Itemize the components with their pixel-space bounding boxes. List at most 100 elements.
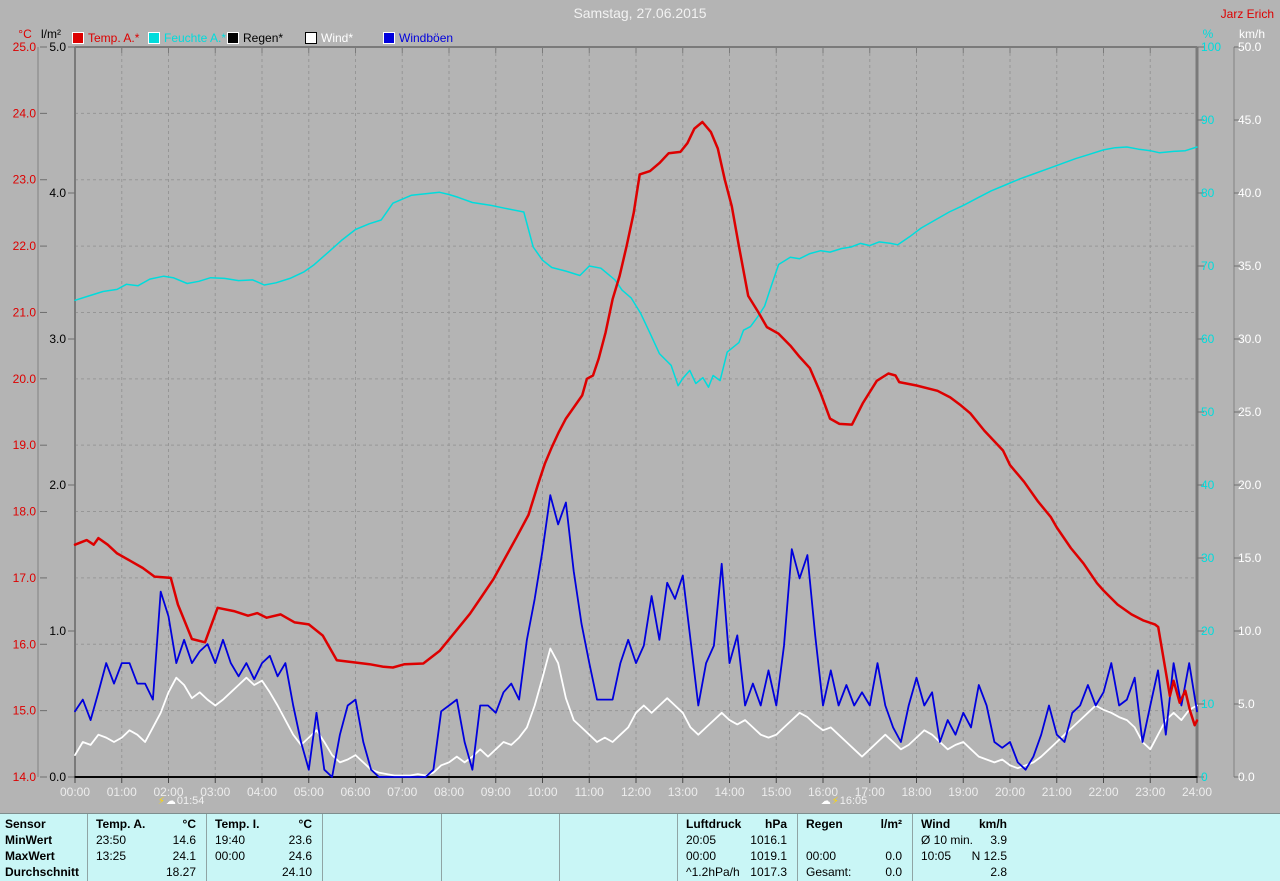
table-cell [442,848,559,864]
table-cell: 19:40 23.6 [207,832,322,848]
table-column-luftdruck: Luftdruck hPa 20:05 1016.1 00:00 1019.1 ^1.2hP… [678,814,798,881]
table-cell: 24.10 [207,864,322,880]
cell-value: hPa [764,817,787,831]
time-tick-label: 16:00 [808,785,838,799]
axis-tick-label: 0.0 [1238,770,1255,784]
cell-time: 20:05 [686,833,717,847]
legend-label: Temp. A.* [88,31,140,45]
legend-item-rain[interactable]: Regen* [227,31,283,45]
cell-value: 24.10 [281,865,312,879]
cell-value: 0.0 [885,849,902,863]
table-column-empty [323,814,442,881]
lightning-icon: ⚡ [157,795,165,807]
event-marker-time: 16:05 [839,795,868,807]
humidity-swatch-icon [148,32,160,44]
legend-label: Windböen [399,31,454,45]
axis-tick-label: 20.0 [1238,478,1262,492]
axis-tick-label: 22.0 [13,239,37,253]
legend-item-humidity[interactable]: Feuchte A.* [148,31,226,45]
time-tick-label: 05:00 [294,785,324,799]
table-cell: 20:05 1016.1 [678,832,797,848]
cell-value: 0.0 [885,865,902,879]
table-cell: Ø 10 min. 3.9 [913,832,1017,848]
cell-value: l/m² [880,817,902,831]
time-tick-label: 21:00 [1042,785,1072,799]
axis-tick-label: 60 [1201,332,1215,346]
axis-tick-label: 19.0 [13,438,37,452]
cell-time: 00:00 [806,849,837,863]
time-tick-label: 08:00 [434,785,464,799]
legend-label: Feuchte A.* [164,31,227,45]
table-column-header [323,816,441,832]
stats-table: Sensor MinWert MaxWert Durchschnitt Temp. A… [0,813,1280,881]
axis-tick-label: 20 [1201,624,1215,638]
axis-tick-label: 2.0 [49,478,66,492]
table-cell: 10:05 N 12.5 [913,848,1017,864]
table-cell: Gesamt: 0.0 [798,864,912,880]
table-row-label: MinWert [5,833,53,847]
time-tick-label: 23:00 [1135,785,1165,799]
table-column-header: Temp. I. °C [207,816,322,832]
table-cell: 13:25 24.1 [88,848,206,864]
axis-tick-label: 80 [1201,186,1215,200]
time-tick-label: 17:00 [855,785,885,799]
legend-item-temp[interactable]: Temp. A.* [72,31,139,45]
time-tick-label: 24:00 [1182,785,1212,799]
wind-axis-unit: km/h [1238,27,1265,41]
legend-label: Wind* [321,31,354,45]
table-cell [323,864,441,880]
table-column-empty [560,814,678,881]
axis-tick-label: 10 [1201,697,1215,711]
event-marker[interactable]: ☁ ⚡ 16:05 [821,795,868,807]
table-cell [798,832,912,848]
cell-time: Temp. A. [96,817,146,831]
table-cell: 23:50 14.6 [88,832,206,848]
cell-value: 14.6 [172,833,196,847]
table-cell: 2.8 [913,864,1017,880]
event-marker[interactable]: ⚡ ☁ 01:54 [158,795,205,807]
table-column-header: Luftdruck hPa [678,816,797,832]
cell-value: 2.8 [990,865,1007,879]
axis-tick-label: 20.0 [13,372,37,386]
cell-value: 1019.1 [750,849,787,863]
axis-tick-label: 25.0 [13,40,37,54]
series-line-feuchte-a- [74,146,1198,388]
table-column-header: Regen l/m² [798,816,912,832]
legend-item-wind[interactable]: Wind* [305,31,353,45]
time-tick-label: 00:00 [60,785,90,799]
legend-item-gusts[interactable]: Windböen [383,31,453,45]
rain-axis-unit: l/m² [41,27,61,41]
cell-value: 24.6 [288,849,312,863]
cell-value: 18.27 [165,865,196,879]
cell-value: N 12.5 [971,849,1007,863]
legend-label: Regen* [243,31,284,45]
cell-value: 24.1 [172,849,196,863]
axis-tick-label: 30.0 [1238,332,1262,346]
axis-tick-label: 25.0 [1238,405,1262,419]
table-column-regen: Regen l/m² 00:00 0.0 Gesamt: 0.0 [798,814,913,881]
time-tick-label: 22:00 [1088,785,1118,799]
cloud-icon: ☁ [820,795,831,807]
axis-tick-label: 3.0 [49,332,66,346]
time-tick-label: 07:00 [387,785,417,799]
temp-axis-unit: °C [18,27,32,41]
time-tick-label: 12:00 [621,785,651,799]
table-column-header: Temp. A. °C [88,816,206,832]
table-column-temp-a-: Temp. A. °C 23:50 14.6 13:25 24.1 18.27 [88,814,207,881]
axis-tick-label: 100 [1201,40,1221,54]
table-cell [560,832,677,848]
humidity-axis-unit: % [1202,27,1214,41]
axis-tick-label: 5.0 [1238,697,1255,711]
axis-tick-label: 18.0 [13,505,37,519]
axis-tick-label: 70 [1201,259,1215,273]
cell-value: 23.6 [288,833,312,847]
axis-tick-label: 15.0 [13,704,37,718]
time-tick-label: 01:00 [107,785,137,799]
axis-tick-label: 23.0 [13,173,37,187]
temp-swatch-icon [72,32,84,44]
cell-time: 10:05 [921,849,952,863]
table-cell [323,848,441,864]
table-column-header [442,816,559,832]
time-tick-label: 10:00 [527,785,557,799]
